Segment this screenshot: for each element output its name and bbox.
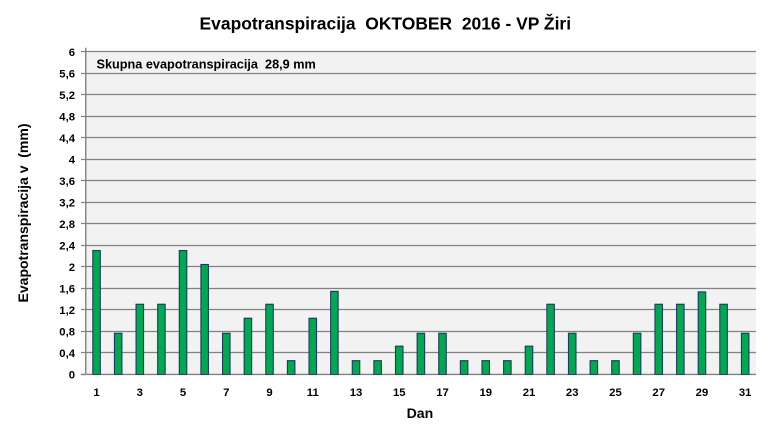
svg-text:23: 23	[566, 387, 579, 399]
svg-text:3,6: 3,6	[59, 176, 75, 188]
svg-text:0,8: 0,8	[59, 326, 75, 338]
svg-text:21: 21	[523, 387, 536, 399]
svg-text:15: 15	[393, 387, 406, 399]
svg-text:4,4: 4,4	[59, 133, 75, 145]
svg-text:5: 5	[180, 387, 186, 399]
svg-text:Evapotranspiracija OKTOBER 2: Evapotranspiracija OKTOBER 2016 - VP Žir…	[200, 13, 572, 34]
svg-text:3,2: 3,2	[59, 197, 75, 209]
svg-text:9: 9	[266, 387, 272, 399]
svg-text:13: 13	[350, 387, 363, 399]
svg-text:5,2: 5,2	[59, 90, 75, 102]
svg-text:0,4: 0,4	[59, 348, 75, 360]
svg-text:5,6: 5,6	[59, 68, 75, 80]
svg-text:29: 29	[696, 387, 709, 399]
svg-text:2,4: 2,4	[59, 240, 75, 252]
svg-text:1: 1	[93, 387, 99, 399]
svg-text:Dan: Dan	[407, 405, 434, 421]
svg-text:4: 4	[69, 154, 76, 166]
svg-text:1,2: 1,2	[59, 305, 75, 317]
svg-text:25: 25	[609, 387, 622, 399]
svg-text:0: 0	[69, 369, 75, 381]
svg-text:17: 17	[436, 387, 449, 399]
svg-text:4,8: 4,8	[59, 111, 75, 123]
svg-text:2: 2	[69, 262, 75, 274]
svg-text:3: 3	[137, 387, 143, 399]
svg-text:6: 6	[69, 47, 75, 59]
svg-text:7: 7	[223, 387, 229, 399]
svg-text:19: 19	[479, 387, 492, 399]
svg-text:31: 31	[739, 387, 752, 399]
svg-text:Skupna evapotranspiracija 28,: Skupna evapotranspiracija 28,9 mm	[97, 58, 316, 72]
svg-text:11: 11	[307, 387, 319, 399]
svg-text:1,6: 1,6	[59, 283, 75, 295]
svg-text:27: 27	[652, 387, 665, 399]
svg-text:Evapotranspiracija v (mm): Evapotranspiracija v (mm)	[15, 124, 31, 303]
svg-text:2,8: 2,8	[59, 219, 75, 231]
